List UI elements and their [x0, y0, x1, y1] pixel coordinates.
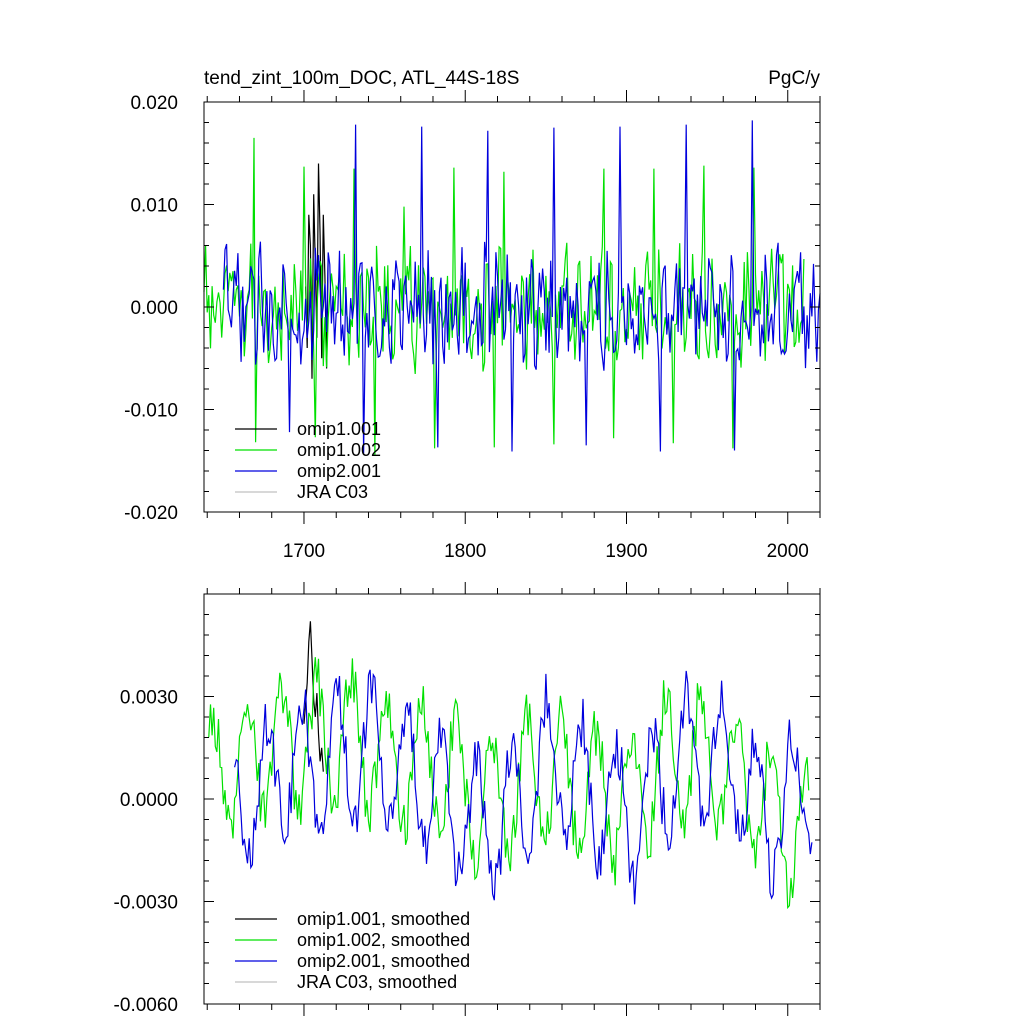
panel-bottom: -0.0060 -0.0030 0.0000 0.0030 omip1.001, sm… [114, 582, 821, 1016]
y-tick-label: 0.010 [130, 196, 178, 217]
top-legend: omip1.001 omip1.002 omip2.001 JRA C03 [235, 419, 381, 502]
bottom-series-group [208, 621, 813, 910]
legend-label-jra-c03-smoothed: JRA C03, smoothed [297, 972, 457, 992]
panel-top: tend_zint_100m_DOC, ATL_44S-18S PgC/y -0… [124, 68, 821, 562]
legend-label-omip2-001-smoothed: omip2.001, smoothed [297, 951, 470, 971]
units-label: PgC/y [768, 68, 820, 89]
series-line-omip2-001 [222, 120, 821, 454]
legend-label-jra-c03: JRA C03 [297, 482, 368, 502]
y-tick-label: 0.000 [130, 298, 178, 319]
y-tick-label: -0.010 [124, 401, 178, 422]
top-series-group [203, 120, 821, 456]
bottom-legend: omip1.001, smoothed omip1.002, smoothed … [235, 909, 470, 992]
series-line-omip1-001-smoothed [303, 621, 324, 772]
series-line-omip1-002 [203, 137, 805, 456]
x-tick-label: 2000 [767, 541, 809, 562]
x-tick-label: 1700 [283, 541, 325, 562]
x-tick-label: 1800 [444, 541, 486, 562]
legend-label-omip1-001: omip1.001 [297, 419, 381, 439]
y-tick-label: 0.0030 [120, 688, 178, 709]
chart-title: tend_zint_100m_DOC, ATL_44S-18S [204, 68, 519, 89]
legend-label-omip1-002-smoothed: omip1.002, smoothed [297, 930, 470, 950]
top-plot-frame [203, 101, 821, 513]
y-tick-label: 0.0000 [120, 790, 178, 811]
y-tick-label: -0.0030 [114, 893, 178, 914]
bottom-axes: -0.0060 -0.0030 0.0000 0.0030 [114, 582, 821, 1016]
y-tick-label: -0.020 [124, 503, 178, 524]
x-tick-label: 1900 [605, 541, 647, 562]
y-tick-label: -0.0060 [114, 995, 178, 1016]
legend-label-omip1-001-smoothed: omip1.001, smoothed [297, 909, 470, 929]
series-line-omip1-002-smoothed [208, 657, 810, 910]
series-line-omip2-001-smoothed [234, 669, 813, 905]
legend-label-omip1-002: omip1.002 [297, 440, 381, 460]
bottom-plot-frame [203, 593, 821, 1005]
y-tick-label: 0.020 [130, 93, 178, 114]
legend-label-omip2-001: omip2.001 [297, 461, 381, 481]
top-axes: -0.020 -0.010 0.000 0.010 0.020 1700 1800 1900 2… [124, 90, 821, 562]
